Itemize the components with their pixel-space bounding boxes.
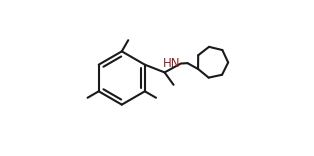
Text: HN: HN	[163, 57, 180, 70]
